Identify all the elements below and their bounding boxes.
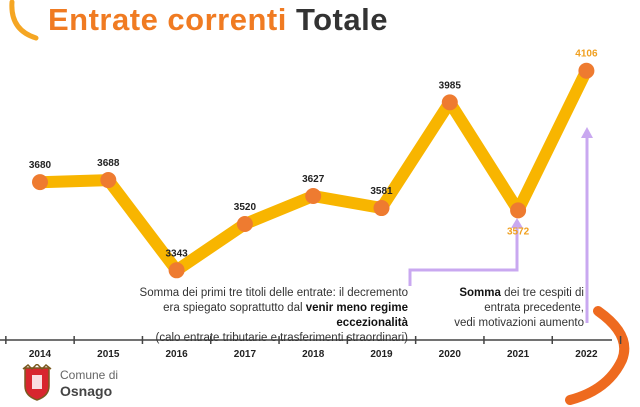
x-tick-label-2017: 2017: [234, 349, 257, 360]
data-label-2019: 3581: [370, 186, 393, 197]
note-right-line3: vedi motivazioni aumento: [454, 317, 584, 329]
data-point-2015: [100, 172, 117, 189]
x-axis-tick-labels: 2014 2015 2016 2017 2018 2019 2020 2021 2022: [29, 349, 598, 360]
data-label-2020: 3985: [439, 80, 462, 91]
note-left-line2a: era spiegato soprattutto dal: [163, 302, 306, 314]
data-point-2020: [441, 94, 458, 111]
data-label-2014: 3680: [29, 160, 52, 171]
coat-of-arms-icon: [22, 364, 52, 401]
note-right-bold: Somma: [459, 287, 501, 299]
data-labels: 3680 3688 3343 3520 3627 3581 3985 3572 4106: [29, 49, 598, 260]
org-line1: Comune di: [60, 368, 119, 382]
x-tick-label-2022: 2022: [575, 349, 598, 360]
data-point-2022: [578, 62, 595, 79]
note-right-line2: entrata precedente,: [484, 302, 584, 314]
data-label-2016: 3343: [165, 248, 188, 259]
data-point-2017: [236, 216, 253, 232]
arrow-to-2022: [581, 127, 593, 323]
data-point-2021: [510, 202, 527, 219]
note-right: Somma dei tre cespiti di entrata precede…: [434, 286, 584, 331]
comune-logo: Comune di Osnago: [20, 364, 118, 402]
data-label-2017: 3520: [234, 202, 257, 213]
note-left-line1: Somma dei primi tre titoli delle entrate…: [139, 287, 408, 299]
arrow-to-2021: [408, 218, 523, 286]
x-tick-label-2020: 2020: [439, 349, 462, 360]
org-line2: Osnago: [60, 383, 113, 399]
note-left-line2b: venir meno regime eccezionalità: [305, 302, 408, 329]
data-point-2019: [373, 200, 390, 217]
x-tick-label-2021: 2021: [507, 349, 530, 360]
x-tick-label-2019: 2019: [370, 349, 393, 360]
x-tick-label-2014: 2014: [29, 349, 52, 360]
data-label-2018: 3627: [302, 174, 325, 185]
x-tick-label-2015: 2015: [97, 349, 120, 360]
data-markers: [32, 62, 595, 279]
data-point-2014: [32, 174, 48, 191]
series-line: [34, 64, 593, 277]
x-axis-ticks: [5, 336, 622, 344]
data-label-2015: 3688: [97, 158, 120, 169]
x-tick-label-2016: 2016: [165, 349, 188, 360]
data-label-2022: 4106: [575, 49, 598, 60]
note-right-rest1: dei tre cespiti di: [500, 287, 584, 299]
data-point-2018: [305, 188, 322, 205]
title-sub: Totale: [295, 2, 388, 37]
page-title: Entrate correnti Totale: [48, 2, 388, 38]
note-left-line3: (calo entrate tributarie e trasferimenti…: [155, 332, 408, 344]
x-tick-label-2018: 2018: [302, 349, 325, 360]
data-label-2021: 3572: [507, 226, 530, 237]
note-left: Somma dei primi tre titoli delle entrate…: [118, 286, 408, 346]
decorative-arc-bottom-right: [565, 306, 630, 405]
title-main: Entrate correnti: [48, 2, 287, 37]
data-point-2016: [168, 262, 185, 279]
decorative-arc-top-left: [9, 0, 39, 41]
